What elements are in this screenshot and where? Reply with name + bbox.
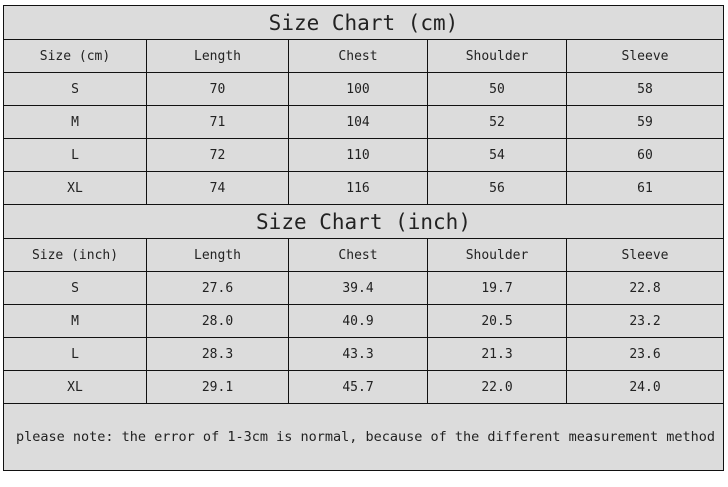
- table-cell: 28.0: [146, 304, 289, 338]
- table-cell: 29.1: [146, 370, 289, 404]
- table-row: S 27.6 39.4 19.7 22.8: [3, 271, 724, 305]
- table-cell: 56: [427, 171, 567, 205]
- table-cell: 40.9: [288, 304, 428, 338]
- table-cell: 74: [146, 171, 289, 205]
- table-cell: S: [3, 271, 147, 305]
- table-row: L 28.3 43.3 21.3 23.6: [3, 337, 724, 371]
- size-chart-table: Size Chart (cm) Size (cm) Length Chest Shoul…: [3, 5, 724, 471]
- table-cell: XL: [3, 171, 147, 205]
- table-row: M 28.0 40.9 20.5 23.2: [3, 304, 724, 338]
- table-cell: 110: [288, 138, 428, 172]
- table-cell: 23.2: [566, 304, 724, 338]
- table-cell: L: [3, 138, 147, 172]
- table-cell: 19.7: [427, 271, 567, 305]
- table-cell: 27.6: [146, 271, 289, 305]
- table-cell: 22.8: [566, 271, 724, 305]
- table-cell: 59: [566, 105, 724, 139]
- inch-title-row: Size Chart (inch): [3, 204, 724, 239]
- table-cell: 28.3: [146, 337, 289, 371]
- column-header: Length: [146, 39, 289, 73]
- table-cell: M: [3, 105, 147, 139]
- table-cell: 71: [146, 105, 289, 139]
- column-header: Length: [146, 238, 289, 272]
- table-cell: 61: [566, 171, 724, 205]
- table-row: L 72 110 54 60: [3, 138, 724, 172]
- table-cell: 70: [146, 72, 289, 106]
- column-header: Chest: [288, 238, 428, 272]
- table-row: XL 29.1 45.7 22.0 24.0: [3, 370, 724, 404]
- table-cell: S: [3, 72, 147, 106]
- table-cell: 20.5: [427, 304, 567, 338]
- table-cell: 24.0: [566, 370, 724, 404]
- table-cell: 60: [566, 138, 724, 172]
- column-header: Shoulder: [427, 39, 567, 73]
- column-header: Size (cm): [3, 39, 147, 73]
- table-cell: 23.6: [566, 337, 724, 371]
- table-cell: 52: [427, 105, 567, 139]
- inch-chart-title: Size Chart (inch): [3, 204, 724, 239]
- table-cell: 116: [288, 171, 428, 205]
- table-cell: 50: [427, 72, 567, 106]
- table-cell: 22.0: [427, 370, 567, 404]
- table-cell: 21.3: [427, 337, 567, 371]
- cm-title-row: Size Chart (cm): [3, 5, 724, 40]
- table-row: M 71 104 52 59: [3, 105, 724, 139]
- table-cell: 100: [288, 72, 428, 106]
- table-cell: 58: [566, 72, 724, 106]
- table-row: XL 74 116 56 61: [3, 171, 724, 205]
- column-header: Chest: [288, 39, 428, 73]
- column-header: Sleeve: [566, 238, 724, 272]
- table-cell: 43.3: [288, 337, 428, 371]
- note-row: please note: the error of 1-3cm is norma…: [3, 403, 724, 471]
- table-cell: 104: [288, 105, 428, 139]
- table-cell: XL: [3, 370, 147, 404]
- column-header: Sleeve: [566, 39, 724, 73]
- column-header: Size (inch): [3, 238, 147, 272]
- table-cell: 72: [146, 138, 289, 172]
- column-header: Shoulder: [427, 238, 567, 272]
- measurement-note: please note: the error of 1-3cm is norma…: [3, 403, 724, 471]
- table-cell: M: [3, 304, 147, 338]
- cm-header-row: Size (cm) Length Chest Shoulder Sleeve: [3, 39, 724, 73]
- table-cell: 45.7: [288, 370, 428, 404]
- table-cell: 39.4: [288, 271, 428, 305]
- cm-chart-title: Size Chart (cm): [3, 5, 724, 40]
- table-row: S 70 100 50 58: [3, 72, 724, 106]
- inch-header-row: Size (inch) Length Chest Shoulder Sleeve: [3, 238, 724, 272]
- table-cell: 54: [427, 138, 567, 172]
- table-cell: L: [3, 337, 147, 371]
